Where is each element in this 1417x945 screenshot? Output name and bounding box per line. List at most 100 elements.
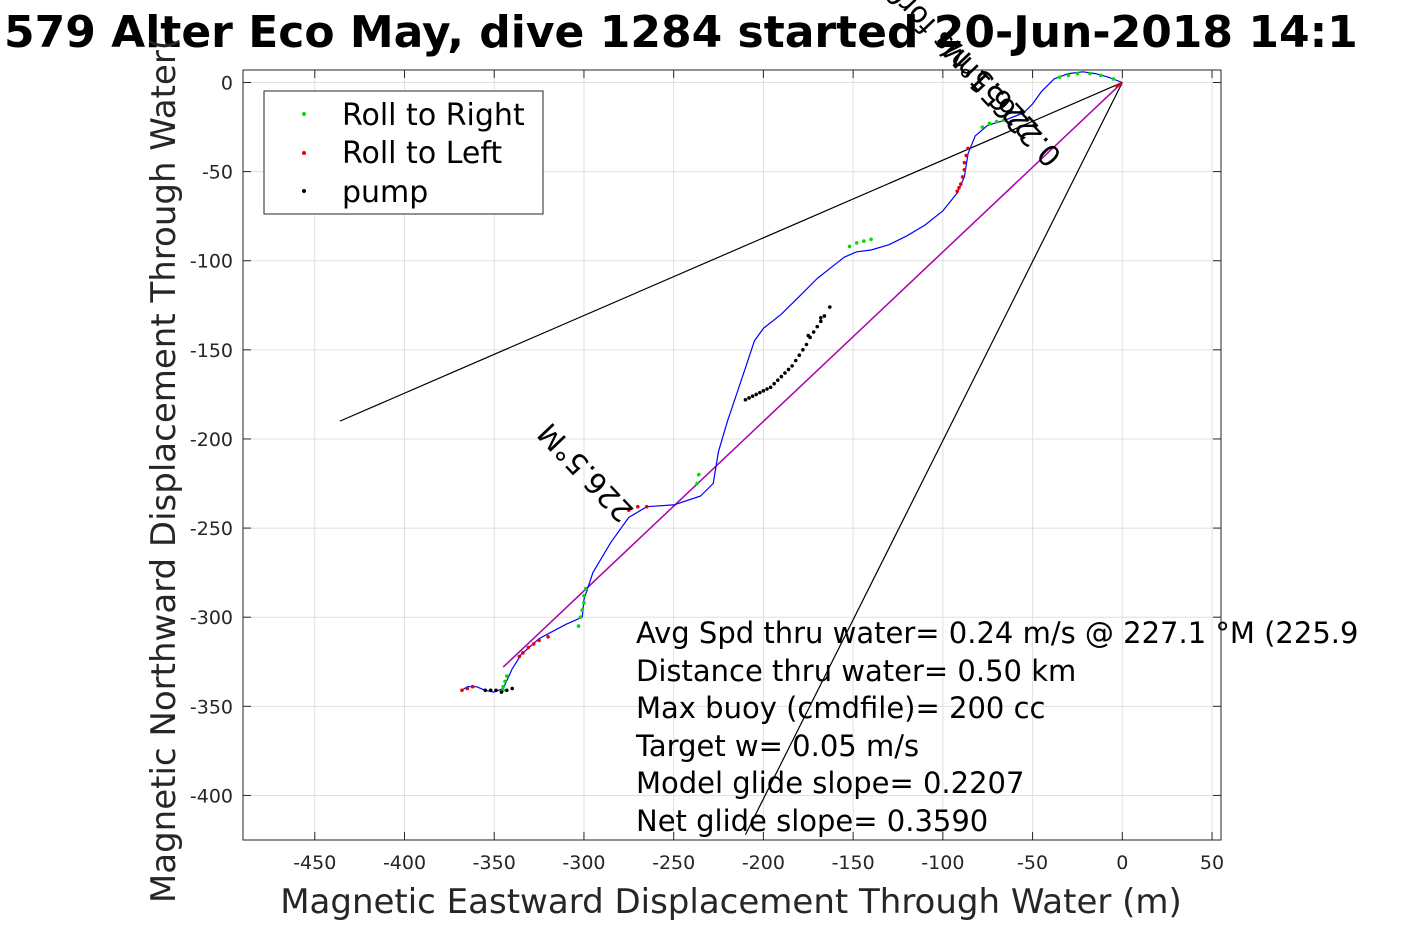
pump-marker (806, 333, 811, 338)
roll-left-marker (627, 508, 631, 513)
pump-marker (488, 688, 493, 693)
legend-marker-pump (302, 189, 306, 193)
pump-marker (822, 314, 827, 318)
roll-right-marker (582, 601, 586, 605)
roll-right-marker (1066, 73, 1071, 78)
grid (243, 70, 1221, 840)
roll-left-marker (465, 686, 470, 691)
y-tick-label: -200 (190, 429, 233, 451)
x-tick-label: -400 (383, 852, 426, 874)
pump-marker (811, 330, 816, 334)
chart-title: 579 Alter Eco May, dive 1284 started 20-… (4, 7, 1358, 58)
roll-left-marker (962, 160, 967, 165)
pump-marker (758, 390, 762, 395)
roll-left-marker (470, 684, 475, 689)
pump-marker (750, 394, 755, 398)
roll-right-marker (695, 481, 699, 486)
roll-right-marker (578, 615, 583, 619)
roll-right-marker (862, 239, 866, 243)
legend-marker-roll-left (302, 151, 306, 155)
pump-marker (499, 690, 504, 694)
y-tick-label: -150 (190, 340, 233, 362)
roll-right-marker (1057, 75, 1062, 79)
pump-marker (801, 348, 805, 352)
roll-right-marker (994, 119, 999, 124)
roll-right-marker (503, 679, 507, 684)
roll-left-marker (517, 654, 522, 659)
pump-marker (743, 397, 748, 402)
pump-marker (815, 324, 820, 329)
roll-left-marker (964, 153, 968, 158)
y-axis-label: Magnetic Northward Displacement Through … (144, 37, 184, 903)
x-tick-label: -50 (1017, 852, 1048, 874)
roll-right-marker (580, 608, 584, 612)
net-glide-slope-text: Net glide slope= 0.3590 (636, 804, 988, 838)
roll-left-marker (962, 168, 967, 172)
y-tick-label: 0 (221, 72, 233, 94)
pump-marker (793, 358, 798, 363)
pump-marker (797, 353, 802, 357)
roll-left-marker (531, 642, 536, 646)
pump-marker (765, 387, 769, 391)
y-tick-label: -100 (190, 251, 233, 273)
y-tick-label: -250 (190, 518, 233, 540)
pump-marker (779, 374, 784, 379)
legend: Roll to Right Roll to Left pump (263, 90, 544, 215)
roll-right-marker (697, 472, 701, 477)
y-tick-label: -300 (190, 607, 233, 629)
y-axis-ticks: 0 -50 -100 -150 -200 -250 -300 -350 -400 (190, 72, 1221, 807)
pump-marker (772, 381, 776, 386)
legend-label-roll-right: Roll to Right (342, 98, 525, 133)
roll-right-marker (987, 121, 992, 126)
roll-left-marker (960, 175, 965, 179)
roll-right-marker (1111, 77, 1116, 81)
x-tick-label: -200 (742, 852, 785, 874)
avg-speed-text: Avg Spd thru water= 0.24 m/s @ 227.1 °M … (636, 616, 1358, 650)
model-glide-slope-text: Model glide slope= 0.2207 (636, 766, 1024, 800)
roll-left-marker (966, 146, 970, 151)
roll-left-marker (1118, 82, 1123, 87)
pump-marker (828, 305, 832, 309)
legend-box (263, 90, 544, 215)
cone-line (744, 82, 1123, 835)
x-tick-label: 50 (1200, 852, 1224, 874)
distance-text: Distance thru water= 0.50 km (636, 654, 1076, 688)
x-tick-label: 0 (1116, 852, 1128, 874)
legend-label-roll-left: Roll to Left (342, 136, 502, 171)
x-axis-ticks: -450 -400 -350 -300 -250 -200 -150 -100 -50 0 50 (293, 70, 1224, 874)
roll-right-marker (582, 594, 586, 598)
max-buoy-text: Max buoy (cmdfile)= 200 cc (636, 691, 1045, 725)
x-tick-label: -350 (473, 852, 516, 874)
roll-right-marker (847, 244, 852, 249)
roll-left-marker (546, 635, 550, 639)
dive-track-line (461, 71, 1123, 693)
roll-right-marker (1075, 71, 1080, 76)
x-tick-label: -150 (832, 852, 875, 874)
x-axis-label: Magnetic Eastward Displacement Through W… (280, 882, 1182, 922)
roll-right-marker (980, 125, 985, 129)
pump-marker (786, 367, 791, 372)
pump-marker (504, 688, 509, 693)
roll-left-marker (460, 688, 464, 693)
net-glide-line (502, 81, 1123, 668)
pump-marker (768, 385, 773, 390)
roll-left-marker (644, 504, 649, 509)
y-tick-label: -50 (202, 162, 233, 184)
pump-marker (775, 378, 780, 382)
roll-right-marker (1002, 118, 1006, 122)
pump-marker (819, 315, 823, 320)
legend-marker-roll-right (302, 112, 306, 116)
pump-marker (483, 688, 488, 693)
plot-frame (242, 69, 1222, 841)
x-tick-label: -100 (921, 852, 964, 874)
cone-line (339, 81, 1123, 422)
pump-marker (494, 688, 498, 693)
roll-left-marker (958, 182, 963, 186)
x-tick-label: -250 (652, 852, 695, 874)
pump-marker (790, 364, 794, 368)
pump-marker (761, 389, 766, 393)
y-tick-label: -400 (190, 785, 233, 807)
roll-left-marker (1115, 84, 1119, 88)
plot-area (339, 71, 1123, 835)
roll-right-marker (869, 237, 873, 242)
